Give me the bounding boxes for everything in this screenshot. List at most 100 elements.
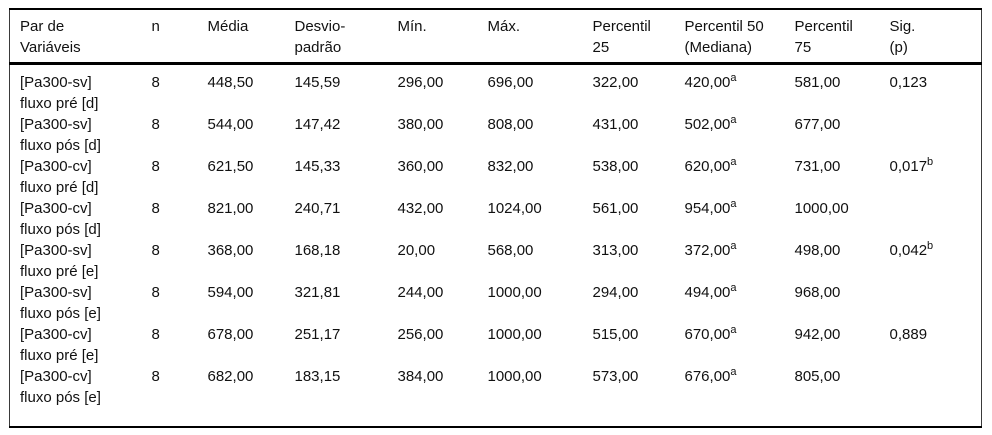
footnote-marker: b — [927, 156, 934, 168]
cell-n: 8 — [151, 326, 160, 343]
header-label: 25 — [592, 39, 610, 56]
variable-pair-line1: [Pa300-cv] — [20, 200, 92, 217]
cell-variable-pair: [Pa300-sv] fluxo pós [e] — [10, 282, 152, 324]
variable-pair-line2: fluxo pré [e] — [20, 263, 99, 280]
cell-percentil-75: 581,00 — [794, 74, 841, 91]
cell-n: 8 — [151, 200, 160, 217]
cell-percentil-50: 372,00a — [685, 240, 795, 282]
variable-pair-line2: fluxo pré [e] — [20, 347, 99, 364]
header-label: Média — [207, 18, 249, 35]
cell-percentil-75: 968,00 — [794, 284, 841, 301]
percentil-50-value: 670,00 — [684, 326, 731, 343]
cell-min: 432,00 — [397, 200, 444, 217]
footnote-marker: a — [730, 114, 737, 126]
header-label: Variáveis — [20, 39, 81, 56]
variable-pair-line2: fluxo pós [e] — [20, 305, 101, 322]
cell-variable-pair: [Pa300-cv] fluxo pré [d] — [10, 156, 152, 198]
cell-media: 678,00 — [207, 326, 254, 343]
cell-sig-p: 0,889 — [890, 324, 982, 366]
table-header: Par de Variáveis n Média Desvio-padrão Mí… — [9, 9, 982, 65]
cell-media: 448,50 — [207, 74, 254, 91]
header-label: (p) — [889, 39, 908, 56]
table-row: [Pa300-cv] fluxo pré [d] 8 621,50 145,33 … — [10, 156, 982, 198]
header-label: 75 — [794, 39, 812, 56]
col-par-de-variaveis: Par de Variáveis — [9, 9, 152, 65]
table-body: [Pa300-sv] fluxo pré [d] 8 448,50 145,59 … — [10, 64, 982, 428]
cell-n: 8 — [151, 158, 160, 175]
header-row: Par de Variáveis n Média Desvio-padrão Mí… — [9, 9, 982, 65]
cell-percentil-75: 1000,00 — [794, 200, 849, 217]
cell-sig-p — [890, 198, 982, 240]
cell-variable-pair: [Pa300-cv] fluxo pós [e] — [10, 366, 152, 427]
sig-p-value: 0,889 — [889, 326, 928, 343]
cell-variable-pair: [Pa300-sv] fluxo pós [d] — [10, 114, 152, 156]
col-max: Máx. — [487, 9, 593, 65]
footnote-marker: a — [730, 240, 737, 252]
col-media: Média — [207, 9, 295, 65]
sig-p-value: 0,042 — [889, 242, 928, 259]
cell-max: 1000,00 — [487, 284, 542, 301]
cell-percentil-50: 502,00a — [685, 114, 795, 156]
footnote-marker: a — [730, 282, 737, 294]
cell-n: 8 — [151, 284, 160, 301]
percentil-50-value: 676,00 — [684, 368, 731, 385]
variable-pair-line2: fluxo pós [e] — [20, 389, 101, 406]
cell-n: 8 — [151, 74, 160, 91]
statistics-table-container: Par de Variáveis n Média Desvio-padrão Mí… — [9, 8, 983, 428]
cell-percentil-50: 494,00a — [685, 282, 795, 324]
cell-percentil-25: 561,00 — [592, 200, 639, 217]
header-label: Máx. — [487, 18, 521, 35]
cell-percentil-25: 538,00 — [592, 158, 639, 175]
cell-desvio-padrao: 251,17 — [294, 326, 341, 343]
cell-variable-pair: [Pa300-cv] fluxo pré [e] — [10, 324, 152, 366]
header-label: n — [151, 18, 160, 35]
header-label: Percentil — [592, 18, 651, 35]
col-n: n — [151, 9, 208, 65]
col-percentil-75: Percentil 75 — [794, 9, 890, 65]
table-row: [Pa300-sv] fluxo pós [e] 8 594,00 321,81 … — [10, 282, 982, 324]
footnote-marker: a — [730, 366, 737, 378]
cell-n: 8 — [151, 242, 160, 259]
footnote-marker: a — [730, 156, 737, 168]
cell-min: 256,00 — [397, 326, 444, 343]
cell-percentil-75: 677,00 — [794, 116, 841, 133]
cell-media: 682,00 — [207, 368, 254, 385]
cell-min: 244,00 — [397, 284, 444, 301]
cell-min: 296,00 — [397, 74, 444, 91]
cell-media: 821,00 — [207, 200, 254, 217]
percentil-50-value: 420,00 — [684, 74, 731, 91]
cell-min: 380,00 — [397, 116, 444, 133]
cell-percentil-25: 322,00 — [592, 74, 639, 91]
percentil-50-value: 502,00 — [684, 116, 731, 133]
col-sig-p: Sig. (p) — [889, 9, 982, 65]
cell-sig-p: 0,123 — [890, 64, 982, 115]
cell-percentil-25: 294,00 — [592, 284, 639, 301]
variable-pair-line1: [Pa300-sv] — [20, 74, 92, 91]
header-label: Desvio- — [294, 18, 346, 35]
table-row: [Pa300-sv] fluxo pré [d] 8 448,50 145,59 … — [10, 64, 982, 115]
header-label: Percentil — [794, 18, 853, 35]
sig-p-value: 0,017 — [889, 158, 928, 175]
cell-desvio-padrao: 240,71 — [294, 200, 341, 217]
variable-pair-line2: fluxo pré [d] — [20, 95, 99, 112]
cell-percentil-75: 942,00 — [794, 326, 841, 343]
cell-max: 1024,00 — [487, 200, 542, 217]
col-min: Mín. — [397, 9, 488, 65]
cell-sig-p — [890, 114, 982, 156]
cell-percentil-50: 670,00a — [685, 324, 795, 366]
cell-sig-p — [890, 282, 982, 324]
cell-percentil-25: 573,00 — [592, 368, 639, 385]
header-label: (Mediana) — [684, 39, 753, 56]
cell-min: 20,00 — [397, 242, 436, 259]
cell-sig-p: 0,042b — [890, 240, 982, 282]
table-row: [Pa300-sv] fluxo pós [d] 8 544,00 147,42 … — [10, 114, 982, 156]
table-row: [Pa300-cv] fluxo pós [d] 8 821,00 240,71 … — [10, 198, 982, 240]
table-row: [Pa300-cv] fluxo pós [e] 8 682,00 183,15 … — [10, 366, 982, 427]
cell-desvio-padrao: 321,81 — [294, 284, 341, 301]
cell-media: 594,00 — [207, 284, 254, 301]
footnote-marker: b — [927, 240, 934, 252]
cell-percentil-75: 731,00 — [794, 158, 841, 175]
cell-percentil-25: 515,00 — [592, 326, 639, 343]
cell-desvio-padrao: 145,33 — [294, 158, 341, 175]
cell-media: 621,50 — [207, 158, 254, 175]
